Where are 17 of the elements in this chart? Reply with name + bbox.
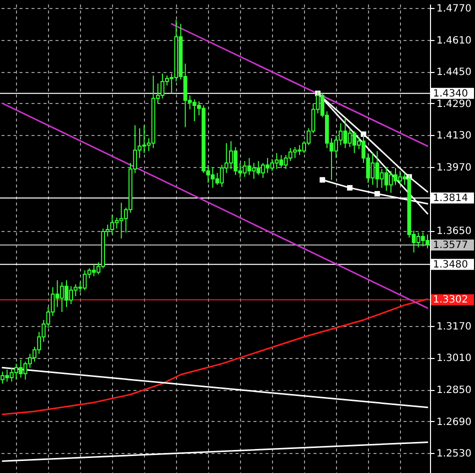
y-tick-label: 1.2690 — [436, 416, 472, 428]
y-tick-label: 1.4450 — [436, 67, 472, 78]
y-tick-label: 1.3170 — [436, 321, 472, 332]
y-tick-label: 1.4290 — [436, 98, 472, 110]
y-tick-label: 1.4770 — [436, 3, 472, 14]
y-tick-label: 1.3010 — [436, 353, 472, 364]
ref-line-label: 1.3302 — [433, 294, 468, 306]
y-tick-label: 1.3650 — [436, 226, 472, 238]
y-tick-label: 1.2850 — [436, 385, 472, 396]
ref-line-label: 1.4340 — [433, 88, 468, 100]
ref-line-label: 1.3814 — [433, 192, 468, 204]
y-tick-label: 1.4130 — [436, 130, 472, 142]
ref-line-label: 1.3480 — [433, 259, 468, 270]
ref-line-label: 1.3577 — [433, 240, 468, 252]
y-tick-label: 1.2530 — [436, 448, 472, 460]
y-tick-label: 1.4610 — [436, 35, 472, 46]
y-tick-label: 1.3970 — [436, 162, 472, 174]
